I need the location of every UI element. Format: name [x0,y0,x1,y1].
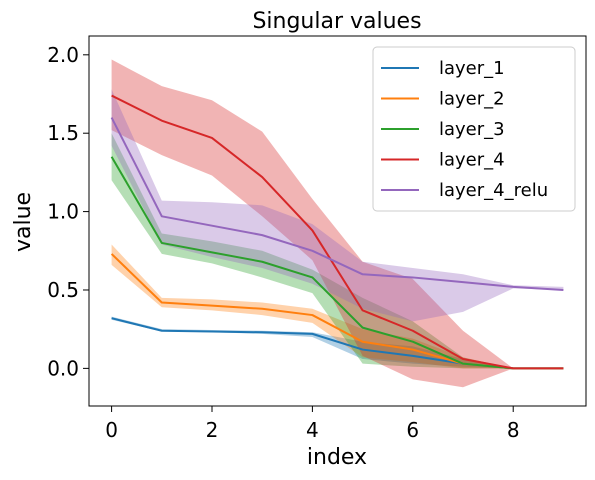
line-layer-4 [111,94,564,370]
y-tick-label: 2.0 [47,43,79,67]
line-layer-3 [110,156,564,370]
y-tick-label: 0.5 [47,278,79,302]
x-tick-label: 8 [507,418,520,442]
y-tick-label: 0.0 [47,356,79,380]
y-ticks: 0.0 0.5 1.0 1.5 2.0 [47,43,89,380]
x-tick-label: 4 [306,418,319,442]
legend-label-layer-2: layer_2 [439,89,505,110]
legend-box [372,46,576,212]
x-tick-label: 6 [406,418,419,442]
legend-label-layer-4: layer_4 [439,150,505,171]
x-tick-label: 2 [206,418,219,442]
y-axis-label: value [11,192,36,252]
chart-title: Singular values [252,9,421,34]
line-layer-4-relu [110,117,564,291]
legend: layer_1 layer_2 layer_3 layer_4 layer_4_relu [372,46,576,212]
x-axis-label: index [307,445,367,470]
legend-label-layer-1: layer_1 [439,58,505,79]
y-tick-label: 1.0 [47,200,79,224]
band-layer-4 [111,59,564,388]
band-layer-4-relu [111,89,564,322]
y-tick-label: 1.5 [47,121,79,145]
plot-frame [88,35,587,407]
legend-label-layer-3: layer_3 [439,119,505,140]
series-lines [110,94,564,370]
band-layer-2 [111,244,564,369]
legend-label-layer-4-relu: layer_4_relu [439,180,548,201]
x-tick-label: 0 [105,418,118,442]
x-ticks: 0 2 4 6 8 [105,406,520,442]
